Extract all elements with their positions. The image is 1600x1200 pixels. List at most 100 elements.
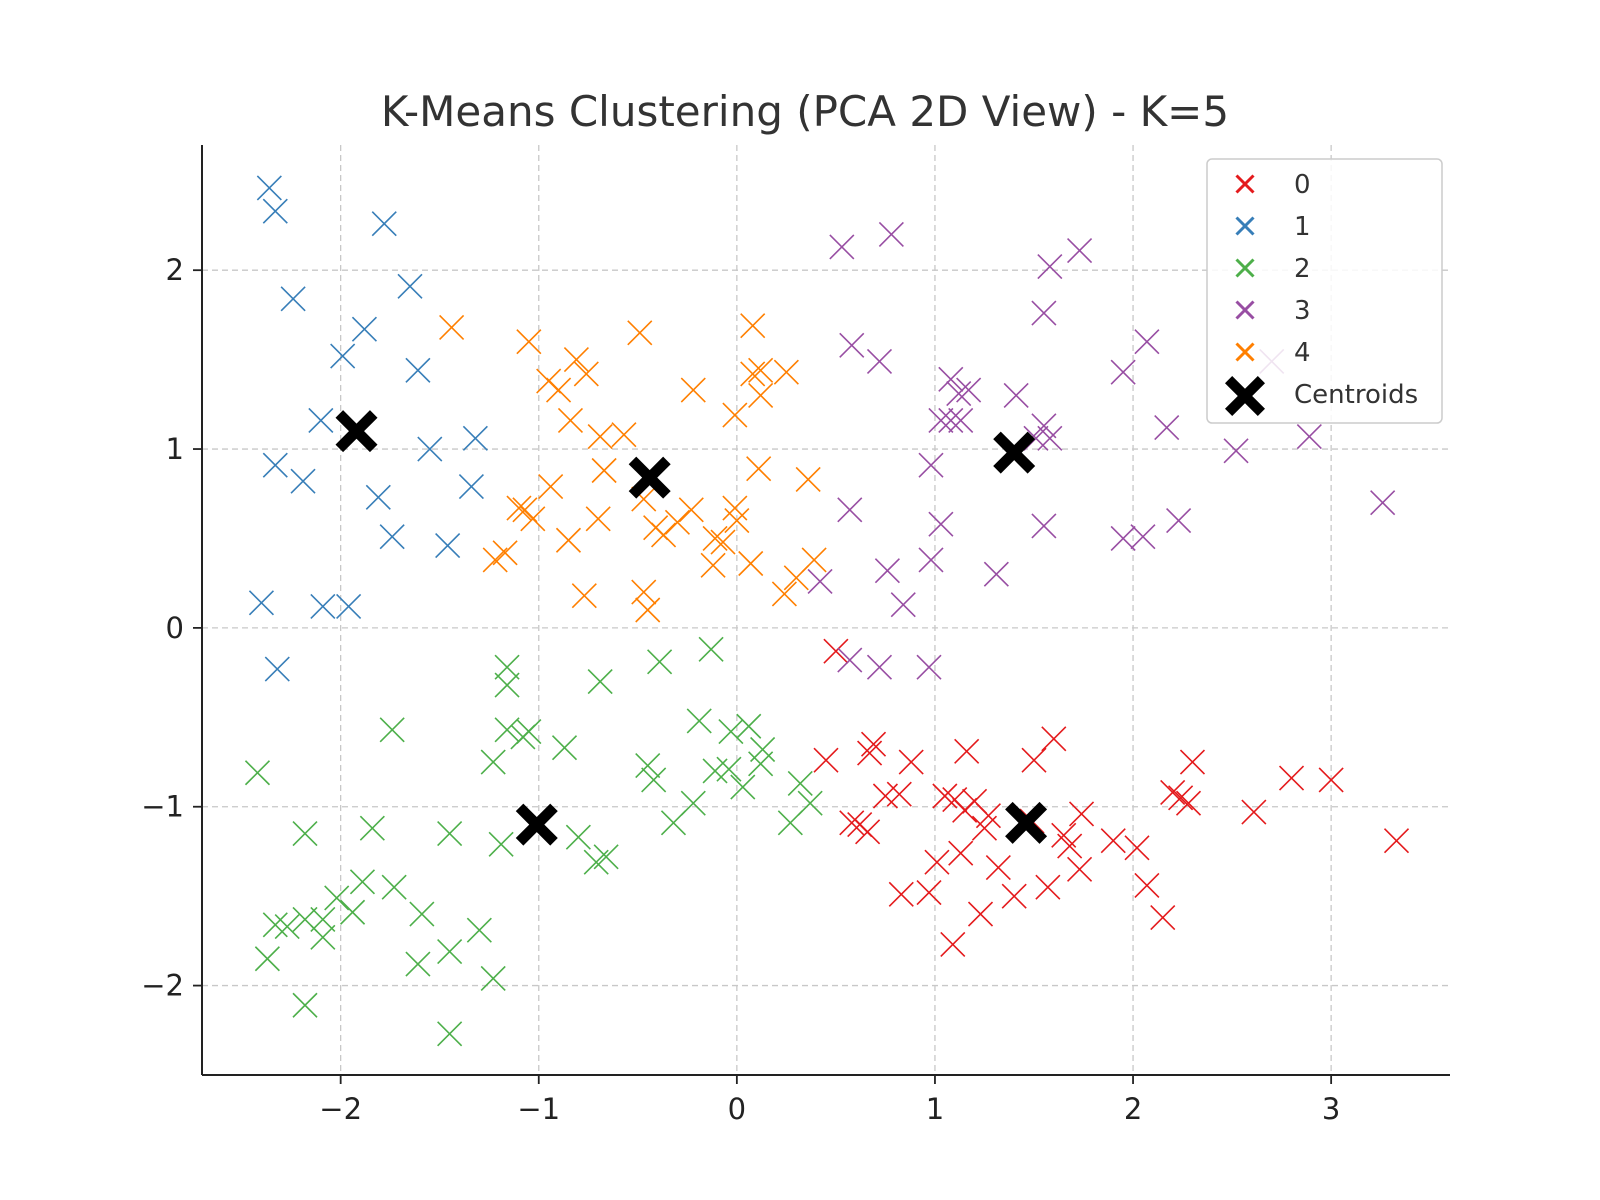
y-tick-label: −1 <box>141 790 184 824</box>
data-points <box>244 175 1410 1047</box>
data-point-cluster-1 <box>330 343 356 369</box>
data-point-cluster-3 <box>878 221 904 247</box>
data-point-cluster-4 <box>724 508 750 534</box>
data-point-cluster-2 <box>379 717 405 743</box>
data-point-cluster-4 <box>439 314 465 340</box>
data-point-cluster-2 <box>292 992 318 1018</box>
data-point-cluster-0 <box>1383 828 1410 854</box>
data-point-cluster-1 <box>248 590 274 616</box>
y-tick-label: 1 <box>166 432 184 466</box>
legend-label-centroids: Centroids <box>1294 380 1418 410</box>
data-point-cluster-4 <box>722 495 748 521</box>
centroid-marker <box>1005 801 1048 844</box>
data-point-cluster-2 <box>494 672 520 698</box>
data-point-cluster-4 <box>722 402 748 428</box>
data-point-cluster-3 <box>1110 525 1136 552</box>
legend: 0 1 2 3 4 Centroids <box>1206 158 1443 424</box>
data-point-cluster-4 <box>795 466 821 493</box>
data-point-cluster-4 <box>591 457 617 484</box>
data-point-cluster-2 <box>730 774 756 800</box>
data-point-cluster-3 <box>1031 513 1057 539</box>
data-point-cluster-3 <box>1110 359 1136 385</box>
data-point-cluster-4 <box>557 407 584 433</box>
data-point-cluster-3 <box>829 234 855 260</box>
data-point-cluster-2 <box>698 636 724 662</box>
data-point-cluster-0 <box>924 849 950 875</box>
data-point-cluster-4 <box>585 506 611 532</box>
data-point-cluster-0 <box>948 840 974 866</box>
data-point-cluster-1 <box>435 533 461 559</box>
centroid-marker <box>993 431 1036 474</box>
data-point-cluster-3 <box>837 647 863 673</box>
data-point-cluster-2 <box>359 815 385 841</box>
data-point-cluster-0 <box>1068 801 1095 827</box>
data-point-cluster-3 <box>983 561 1009 587</box>
x-tick-label: 0 <box>728 1092 746 1126</box>
data-point-cluster-2 <box>310 924 336 950</box>
data-point-cluster-4 <box>482 547 508 573</box>
legend-marker-centroids <box>1225 376 1265 416</box>
data-point-cluster-3 <box>890 592 916 618</box>
data-point-cluster-0 <box>857 740 883 766</box>
data-point-cluster-3 <box>1066 237 1093 264</box>
data-point-cluster-3 <box>1223 438 1249 464</box>
data-point-cluster-3 <box>938 407 964 433</box>
data-point-cluster-1 <box>336 593 362 619</box>
data-point-cluster-4 <box>571 583 597 609</box>
data-point-cluster-4 <box>573 361 599 387</box>
data-point-cluster-0 <box>940 931 966 958</box>
data-point-cluster-2 <box>349 869 376 895</box>
data-point-cluster-0 <box>1241 799 1267 825</box>
data-point-cluster-1 <box>371 211 397 237</box>
data-point-cluster-3 <box>1037 425 1063 451</box>
data-point-cluster-0 <box>1179 749 1206 775</box>
data-point-cluster-4 <box>738 550 764 577</box>
data-point-cluster-0 <box>1318 767 1344 793</box>
data-point-cluster-2 <box>510 724 536 750</box>
data-point-cluster-3 <box>837 497 863 523</box>
data-point-cluster-2 <box>437 1021 463 1047</box>
data-point-cluster-2 <box>716 756 742 782</box>
data-point-cluster-3 <box>1031 413 1057 439</box>
data-point-cluster-4 <box>555 527 582 553</box>
data-point-cluster-0 <box>860 731 887 757</box>
data-point-cluster-1 <box>308 407 334 433</box>
legend-marker-1 <box>1235 216 1255 236</box>
data-point-cluster-1 <box>405 357 431 383</box>
data-point-cluster-1 <box>365 484 391 510</box>
data-point-cluster-4 <box>546 377 572 403</box>
data-point-cluster-0 <box>1100 828 1126 854</box>
data-point-cluster-0 <box>1150 905 1176 931</box>
data-point-cluster-2 <box>437 820 463 847</box>
data-point-cluster-2 <box>254 946 280 972</box>
data-point-cluster-3 <box>1154 415 1180 441</box>
data-point-cluster-3 <box>1296 423 1322 450</box>
data-point-cluster-2 <box>587 668 613 695</box>
data-point-cluster-0 <box>975 803 1002 829</box>
data-point-cluster-2 <box>405 951 431 977</box>
data-point-cluster-3 <box>948 407 974 433</box>
data-point-cluster-4 <box>746 456 772 482</box>
data-point-cluster-0 <box>1278 765 1305 791</box>
data-point-cluster-4 <box>740 361 766 387</box>
data-point-cluster-0 <box>967 901 994 927</box>
data-point-cluster-3 <box>1166 508 1192 534</box>
chart-title: K-Means Clustering (PCA 2D View) - K=5 <box>381 87 1229 136</box>
legend-marker-0 <box>1235 174 1255 194</box>
data-point-cluster-2 <box>480 749 506 775</box>
data-point-cluster-2 <box>480 965 506 991</box>
x-tick-label: −2 <box>319 1092 362 1126</box>
data-point-cluster-2 <box>635 753 661 779</box>
legend-label-0: 0 <box>1294 170 1311 200</box>
legend-marker-2 <box>1235 258 1255 278</box>
data-point-cluster-2 <box>686 708 712 734</box>
data-point-cluster-2 <box>777 810 803 836</box>
centroid-marker <box>515 803 558 846</box>
data-point-cluster-2 <box>274 913 300 940</box>
data-point-cluster-0 <box>1001 883 1027 909</box>
x-tick-label: −1 <box>517 1092 560 1126</box>
legend-marker-3 <box>1235 300 1255 320</box>
centroid-marker <box>628 456 671 499</box>
data-point-cluster-2 <box>660 810 687 836</box>
